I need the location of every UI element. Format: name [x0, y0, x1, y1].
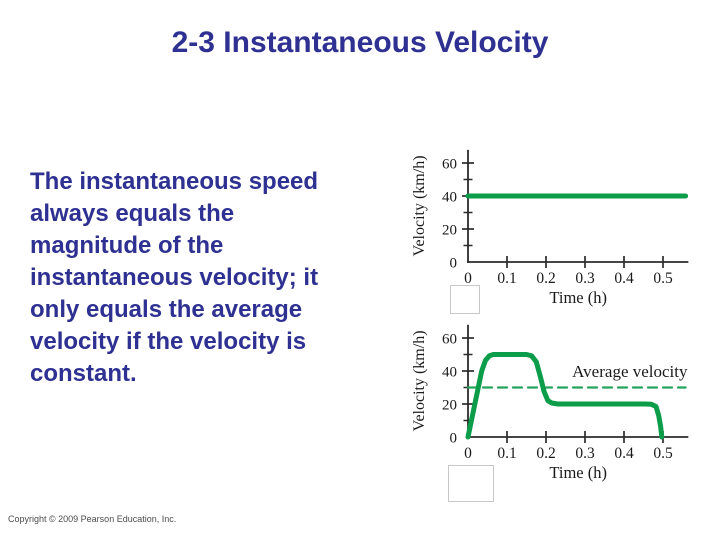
y-axis-label: Velocity (km/h) [413, 155, 428, 256]
x-tick-label: 0.2 [536, 270, 555, 287]
y-tick-label: 60 [442, 157, 457, 173]
x-tick-label: 0.4 [614, 270, 634, 287]
empty-callout-box-bottom [448, 465, 494, 502]
x-axis-label: Time (h) [549, 288, 607, 307]
x-tick-label: 0.2 [536, 445, 555, 462]
x-axis-label: Time (h) [549, 463, 607, 482]
x-tick-label: 0.3 [575, 445, 595, 462]
velocity-curve [465, 352, 665, 440]
y-tick-label: 20 [442, 398, 457, 414]
x-tick-label: 0.3 [575, 270, 595, 287]
y-axis-label: Velocity (km/h) [413, 330, 428, 431]
y-tick-label: 0 [450, 256, 458, 272]
y-tick-label: 40 [442, 190, 457, 206]
y-tick-label: 0 [450, 431, 458, 447]
y-tick-label: 60 [442, 332, 457, 348]
y-tick-label: 40 [442, 365, 457, 381]
x-tick-label: 0.5 [653, 270, 673, 287]
y-tick-label: 20 [442, 223, 457, 239]
body-text: The instantaneous speed always equals th… [30, 168, 319, 387]
x-tick-label: 0 [464, 270, 472, 287]
constant-velocity-chart: 0 20 40 60 0 0.1 0.2 0.3 0.4 0.5 Time (h) Velocity … [413, 149, 689, 307]
varying-velocity-chart: 0 20 40 60 0 0.1 0.2 0.3 0.4 0.5 Time (h) Velocity … [413, 324, 689, 482]
x-tick-label: 0 [464, 445, 472, 462]
x-tick-label: 0.5 [653, 445, 673, 462]
x-tick-label: 0.1 [497, 445, 516, 462]
slide-title: 2-3 Instantaneous Velocity [171, 26, 549, 59]
average-velocity-label: Average velocity [572, 362, 688, 381]
copyright-notice: Copyright © 2009 Pearson Education, Inc. [8, 514, 177, 524]
empty-callout-box-top [450, 285, 480, 314]
x-tick-label: 0.1 [497, 270, 516, 287]
x-tick-label: 0.4 [614, 445, 634, 462]
